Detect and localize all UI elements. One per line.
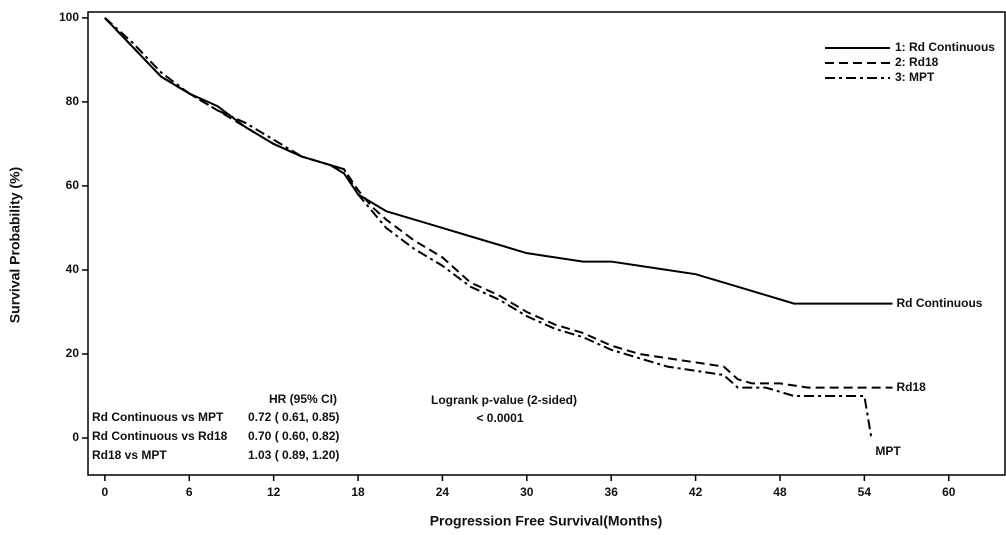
legend-label: 1: Rd Continuous (895, 40, 995, 54)
y-tick-label: 40 (66, 262, 80, 276)
survival-curve (104, 17, 873, 439)
hr-comparison: Rd Continuous vs Rd18 (92, 429, 228, 443)
logrank-value: < 0.0001 (476, 411, 523, 425)
x-tick-label: 6 (186, 485, 193, 499)
legend-label: 2: Rd18 (895, 55, 939, 69)
y-axis-title: Survival Probability (%) (7, 167, 23, 323)
curve-end-label: MPT (875, 444, 901, 458)
hr-value: 1.03 ( 0.89, 1.20) (248, 448, 339, 462)
x-tick-label: 60 (942, 485, 956, 499)
x-axis-title: Progression Free Survival(Months) (430, 513, 663, 529)
legend-label: 3: MPT (895, 70, 935, 84)
hr-comparison: Rd18 vs MPT (92, 448, 167, 462)
survival-curve (104, 17, 893, 305)
curve-end-label: Rd Continuous (896, 296, 982, 310)
y-tick-label: 80 (66, 94, 80, 108)
hr-value: 0.70 ( 0.60, 0.82) (248, 429, 339, 443)
x-tick-label: 18 (351, 485, 365, 499)
hr-comparison: Rd Continuous vs MPT (92, 410, 224, 424)
y-tick-label: 60 (66, 178, 80, 192)
x-tick-label: 36 (605, 485, 619, 499)
survival-curve (104, 17, 893, 389)
y-tick-label: 100 (59, 10, 79, 24)
hr-header: HR (95% CI) (269, 392, 337, 406)
x-tick-label: 12 (267, 485, 281, 499)
plot-frame (87, 11, 1006, 476)
x-tick-label: 42 (689, 485, 703, 499)
x-tick-label: 54 (858, 485, 872, 499)
y-tick-label: 20 (66, 346, 80, 360)
x-tick-label: 24 (436, 485, 450, 499)
hr-value: 0.72 ( 0.61, 0.85) (248, 410, 339, 424)
logrank-label: Logrank p-value (2-sided) (431, 393, 577, 407)
x-tick-label: 0 (102, 485, 109, 499)
y-tick-label: 0 (72, 430, 79, 444)
curve-end-label: Rd18 (896, 380, 926, 394)
x-tick-label: 30 (520, 485, 534, 499)
x-tick-label: 48 (773, 485, 787, 499)
